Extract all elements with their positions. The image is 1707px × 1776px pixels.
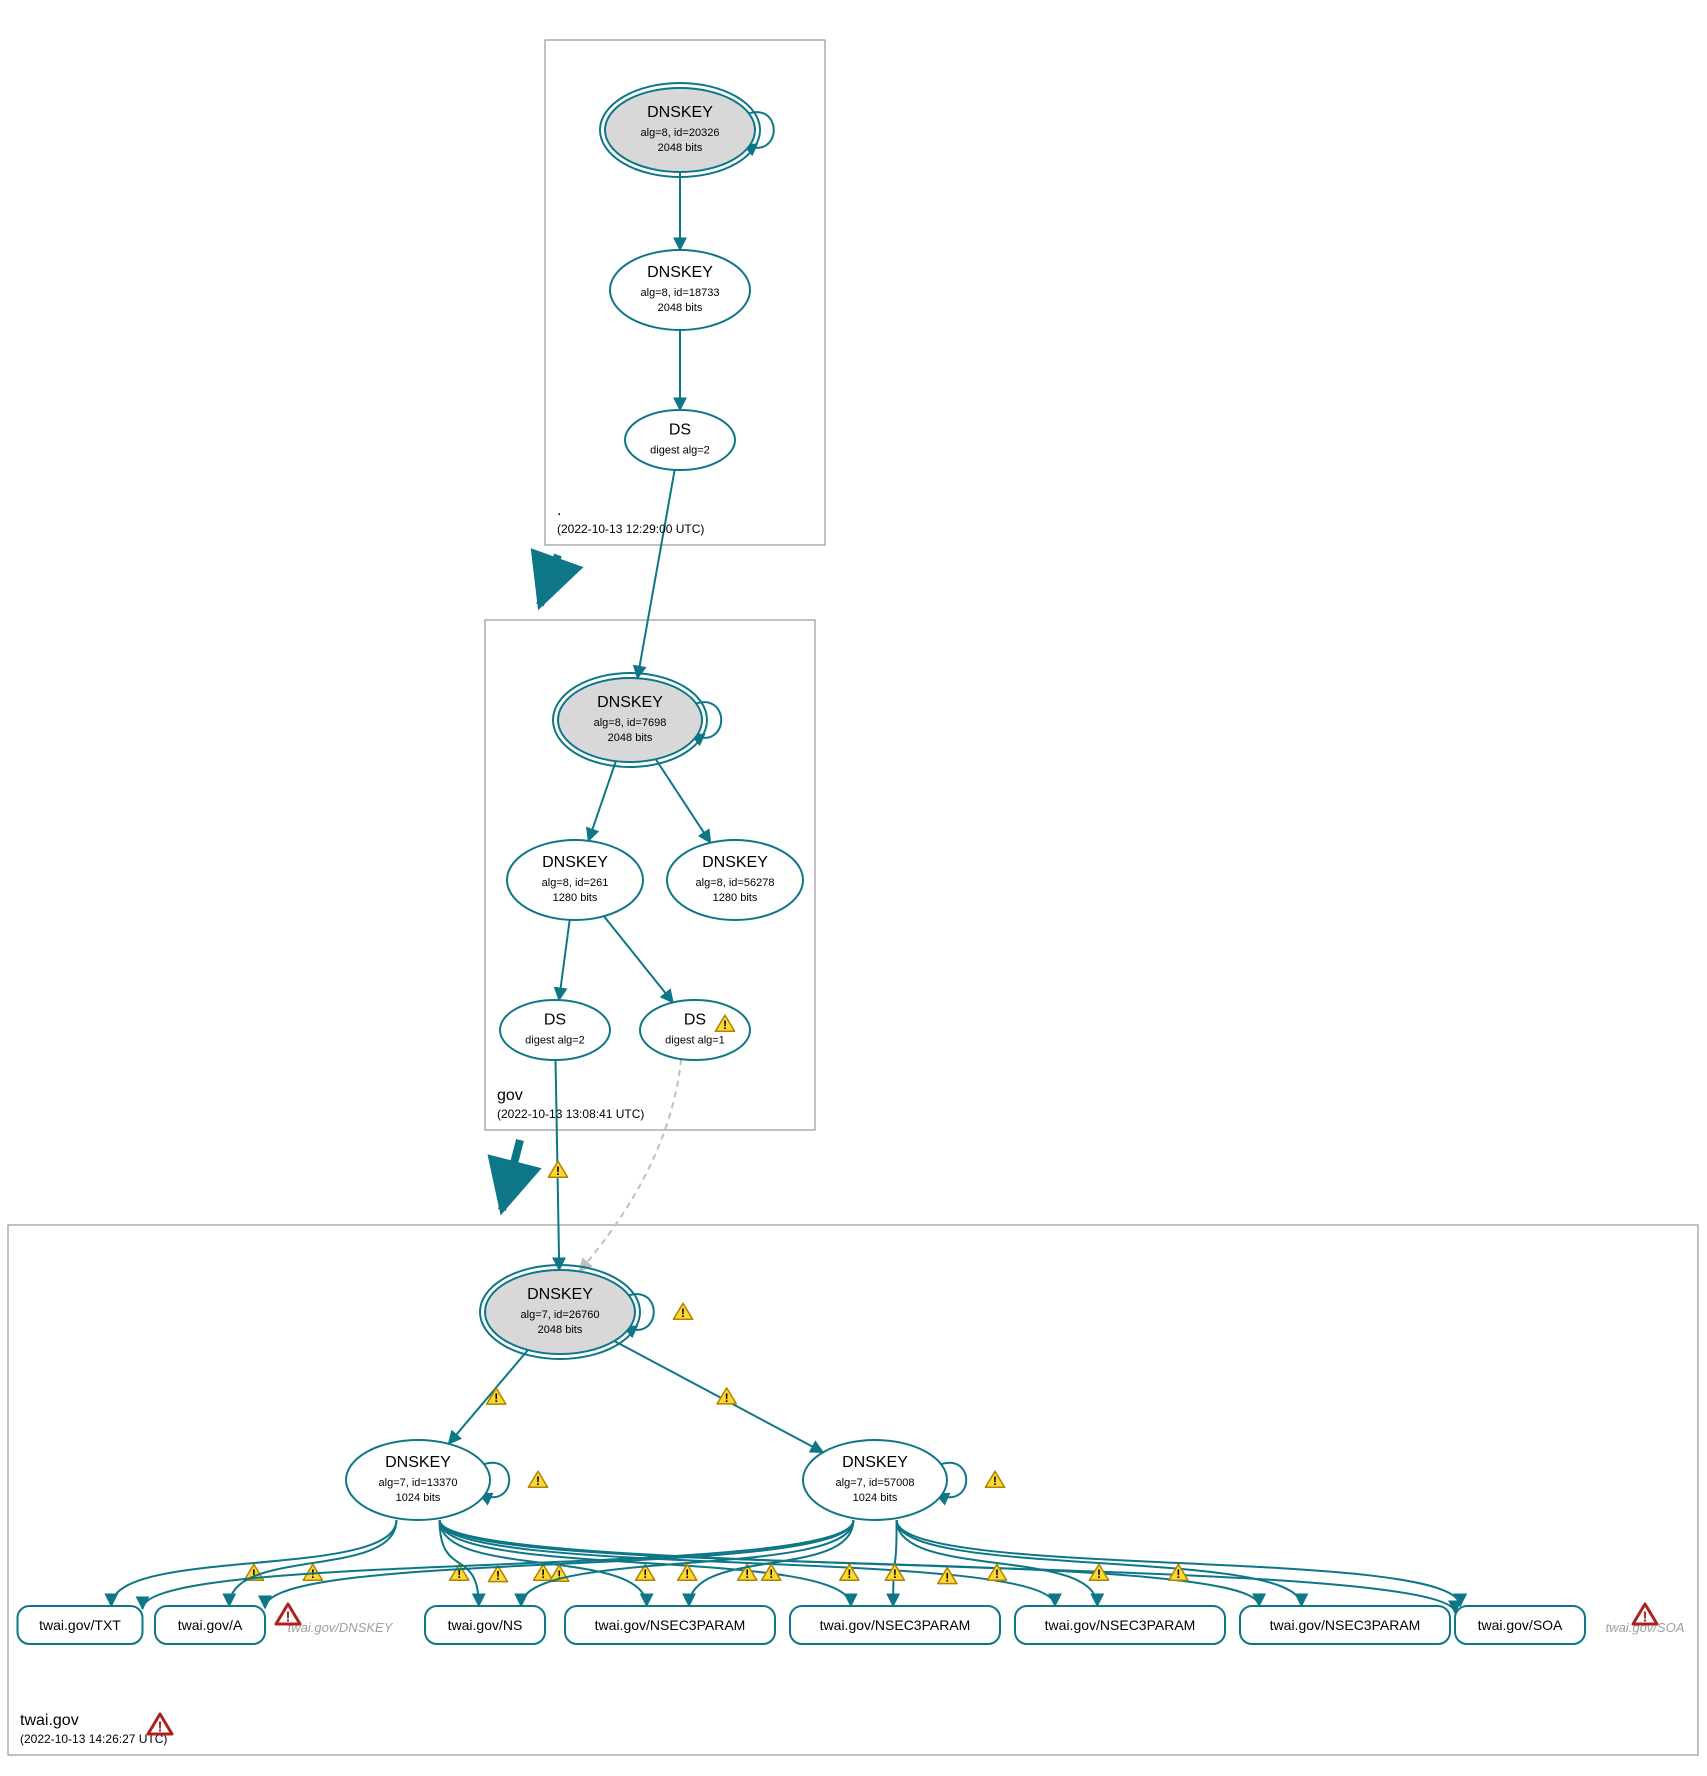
node-text: DNSKEY [842,1454,908,1471]
svg-text:!: ! [496,1569,500,1583]
svg-text:!: ! [556,1164,560,1178]
node-text: 1024 bits [396,1492,441,1504]
node-rr4: twai.gov/NS [425,1606,545,1644]
record-label: twai.gov/A [178,1617,243,1633]
svg-text:!: ! [769,1567,773,1581]
node-t_key2: DNSKEY alg=7, id=13370 1024 bits [346,1440,490,1520]
svg-text:!: ! [723,1018,727,1032]
node-text: DNSKEY [647,264,713,281]
node-r_key2: DNSKEY alg=8, id=18733 2048 bits [610,250,750,330]
node-rr9: twai.gov/SOA [1455,1606,1585,1644]
record-label: twai.gov/NS [448,1617,523,1633]
warning-icon: ! [548,1161,567,1178]
record-label: twai.gov/SOA [1478,1617,1563,1633]
node-text: DNSKEY [385,1454,451,1471]
svg-text:!: ! [945,1571,949,1585]
node-text: alg=7, id=26760 [521,1309,600,1321]
node-text: 1024 bits [853,1492,898,1504]
node-text: digest alg=2 [525,1035,585,1047]
node-text: 2048 bits [538,1324,583,1336]
svg-text:!: ! [286,1608,291,1625]
svg-text:!: ! [725,1391,729,1405]
svg-text:!: ! [536,1474,540,1488]
svg-text:!: ! [745,1567,749,1581]
svg-text:!: ! [541,1567,545,1581]
svg-text:!: ! [685,1567,689,1581]
zone-timestamp: (2022-10-13 12:29:00 UTC) [557,522,704,536]
node-g_ds1: DS digest alg=2 [500,1000,610,1060]
record-label: twai.gov/NSEC3PARAM [595,1617,746,1633]
zone-label: gov [497,1087,523,1104]
node-text: 2048 bits [658,142,703,154]
svg-text:!: ! [1643,1608,1648,1625]
zone-arrow [502,1140,520,1210]
node-text: 1280 bits [713,892,758,904]
node-text: alg=7, id=13370 [379,1477,458,1489]
svg-text:!: ! [643,1567,647,1581]
svg-text:!: ! [494,1391,498,1405]
zone-label: . [557,502,561,519]
node-t_key3: DNSKEY alg=7, id=57008 1024 bits [803,1440,947,1520]
svg-text:!: ! [893,1567,897,1581]
record-label: twai.gov/NSEC3PARAM [1045,1617,1196,1633]
node-text: DS [669,422,691,439]
record-label: twai.gov/NSEC3PARAM [820,1617,971,1633]
node-t_key1: DNSKEY alg=7, id=26760 2048 bits [480,1265,640,1359]
ghost-label: twai.gov/DNSKEY [288,1620,394,1635]
node-g_key2: DNSKEY alg=8, id=261 1280 bits [507,840,643,920]
zone-timestamp: (2022-10-13 13:08:41 UTC) [497,1107,644,1121]
node-r_ds: DS digest alg=2 [625,410,735,470]
zone-label: twai.gov [20,1712,79,1729]
node-text: alg=8, id=20326 [641,127,720,139]
record-label: twai.gov/NSEC3PARAM [1270,1617,1421,1633]
node-text: digest alg=2 [650,445,710,457]
record-label: twai.gov/TXT [39,1617,121,1633]
node-text: DS [684,1012,706,1029]
zone-arrow [540,555,558,605]
node-rr6: twai.gov/NSEC3PARAM [790,1606,1000,1644]
svg-text:!: ! [158,1718,163,1735]
node-text: DS [544,1012,566,1029]
node-text: DNSKEY [597,694,663,711]
node-text: alg=8, id=56278 [696,877,775,889]
node-rr1: twai.gov/TXT [18,1606,143,1644]
node-text: digest alg=1 [665,1035,725,1047]
node-rr5: twai.gov/NSEC3PARAM [565,1606,775,1644]
node-text: DNSKEY [542,854,608,871]
zone-timestamp: (2022-10-13 14:26:27 UTC) [20,1732,167,1746]
node-text: DNSKEY [647,104,713,121]
node-g_key1: DNSKEY alg=8, id=7698 2048 bits [553,673,707,767]
node-rr8: twai.gov/NSEC3PARAM [1240,1606,1450,1644]
node-text: 2048 bits [608,732,653,744]
svg-text:!: ! [995,1567,999,1581]
svg-text:!: ! [993,1474,997,1488]
node-text: alg=7, id=57008 [836,1477,915,1489]
svg-text:!: ! [681,1306,685,1320]
node-r_key1: DNSKEY alg=8, id=20326 2048 bits [600,83,760,177]
node-rr2: twai.gov/A [155,1606,265,1644]
node-g_key3: DNSKEY alg=8, id=56278 1280 bits [667,840,803,920]
node-text: alg=8, id=7698 [594,717,667,729]
node-text: alg=8, id=261 [542,877,609,889]
dnssec-diagram: !!!!!!!!!!!!!!!!!!!!! DNSKEY alg=8, id=203… [0,0,1707,1776]
node-rr7: twai.gov/NSEC3PARAM [1015,1606,1225,1644]
node-text: DNSKEY [702,854,768,871]
svg-text:!: ! [1097,1567,1101,1581]
node-text: alg=8, id=18733 [641,287,720,299]
node-text: 1280 bits [553,892,598,904]
node-text: DNSKEY [527,1286,593,1303]
svg-text:!: ! [847,1567,851,1581]
svg-text:!: ! [1176,1567,1180,1581]
node-text: 2048 bits [658,302,703,314]
